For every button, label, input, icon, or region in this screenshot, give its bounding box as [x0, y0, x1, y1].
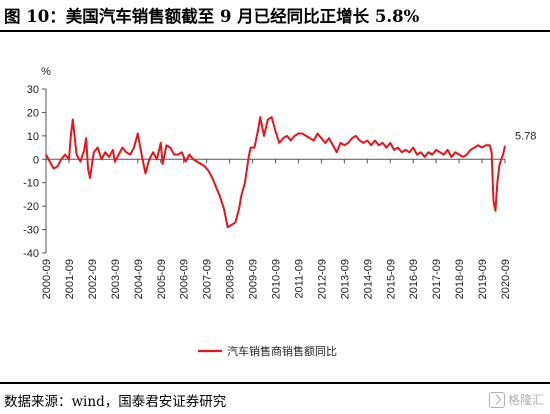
y-tick-label: 20	[27, 107, 39, 119]
watermark: 格隆汇	[488, 391, 544, 408]
x-tick-label: 2010-09	[271, 259, 283, 299]
x-tick-label: 2011-09	[293, 259, 305, 299]
x-tick-label: 2004-09	[133, 259, 145, 299]
figure-title: 图 10：美国汽车销售额截至 9 月已经同比正增长 5.8%	[4, 7, 420, 26]
x-tick-label: 2020-09	[500, 259, 512, 299]
y-tick-label: -40	[23, 248, 39, 260]
x-tick-label: 2002-09	[87, 259, 99, 299]
x-tick-label: 2009-09	[248, 259, 260, 299]
y-tick-label: -30	[23, 225, 39, 237]
x-tick-label: 2012-09	[316, 259, 328, 299]
x-tick-label: 2019-09	[477, 259, 489, 299]
line-chart: 30 20 10 0 -10 -20 -30 -40% 2000-09 2001-09 2002-0…	[23, 66, 536, 358]
x-tick-label: 2016-09	[408, 259, 420, 299]
x-tick-label: 2005-09	[156, 259, 168, 299]
x-tick-label: 2017-09	[431, 259, 443, 299]
y-tick-label: 10	[27, 131, 39, 143]
x-tick-label: 2008-09	[225, 259, 237, 299]
data-source: 数据来源：wind，国泰君安证券研究	[4, 394, 227, 410]
x-tick-label: 2003-09	[110, 259, 122, 299]
y-axis-unit: %	[41, 66, 51, 78]
x-tick-label: 2007-09	[202, 259, 214, 299]
y-tick-label: -10	[23, 178, 39, 190]
x-tick-label: 2006-09	[179, 259, 191, 299]
x-tick-label: 2014-09	[362, 259, 374, 299]
legend-label: 汽车销售商销售额同比	[227, 344, 337, 358]
source-bar: 数据来源：wind，国泰君安证券研究 格隆汇	[0, 382, 550, 414]
watermark-text: 格隆汇	[507, 393, 544, 407]
logo-icon	[488, 391, 505, 408]
x-tick-label: 2013-09	[339, 259, 351, 299]
x-tick-label: 2015-09	[385, 259, 397, 299]
last-value-label: 5.78	[515, 131, 536, 143]
series-line	[45, 116, 506, 229]
x-tick-label: 2001-09	[64, 259, 76, 299]
y-tick-label: 0	[33, 154, 39, 166]
x-tick-label: 2018-09	[454, 259, 466, 299]
title-bar: 图 10：美国汽车销售额截至 9 月已经同比正增长 5.8%	[0, 0, 550, 32]
y-tick-label: 30	[27, 84, 39, 96]
x-tick-label: 2000-09	[41, 259, 53, 299]
y-tick-label: -20	[23, 201, 39, 213]
